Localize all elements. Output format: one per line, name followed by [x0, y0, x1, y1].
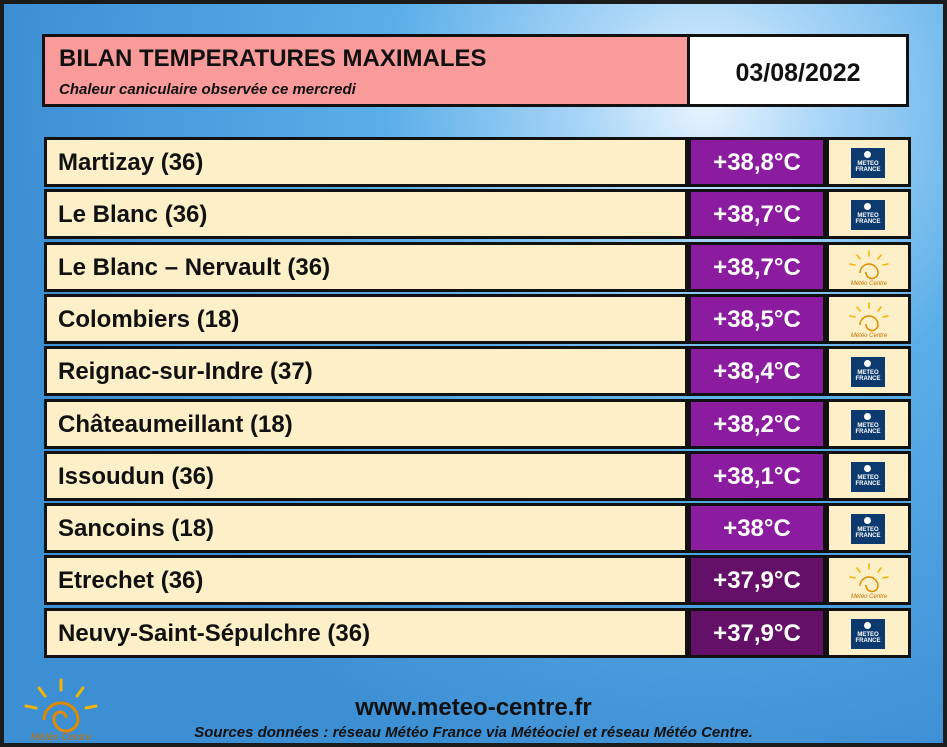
source-icon: Météo Centre: [826, 293, 911, 344]
source-text: METEO FRANCE: [851, 409, 885, 440]
station: Sancoins (18): [44, 503, 688, 554]
station: Issoudun (36): [44, 450, 688, 501]
date: 03/08/2022: [735, 59, 861, 87]
temperature: +38,1°C: [688, 450, 826, 501]
temperature: +37,9°C: [688, 607, 826, 658]
temperature: +37,9°C: [688, 555, 826, 606]
source-icon: METEO FRANCE: [826, 450, 911, 501]
source-text: Météo Centre: [851, 281, 888, 287]
sources: Sources données : réseau Météo France vi…: [194, 724, 753, 741]
url: www.meteo-centre.fr: [355, 694, 592, 721]
station: Neuvy-Saint-Sépulchre (36): [44, 607, 688, 658]
source-text: Météo Centre: [851, 594, 888, 600]
temperature: +38,2°C: [688, 398, 826, 449]
source-icon: METEO FRANCE: [826, 189, 911, 240]
temperature: +38°C: [688, 503, 826, 554]
source-icon: METEO FRANCE: [826, 607, 911, 658]
source-text: METEO FRANCE: [851, 200, 885, 231]
source-icon: METEO FRANCE: [826, 346, 911, 397]
source-text: METEO FRANCE: [851, 357, 885, 388]
station: Reignac-sur-Indre (37): [44, 346, 688, 397]
temperature: +38,8°C: [688, 137, 826, 187]
source-icon: METEO FRANCE: [826, 503, 911, 554]
station: Etrechet (36): [44, 555, 688, 606]
source-text: Météo Centre: [851, 333, 888, 339]
source-icon: METEO FRANCE: [826, 137, 911, 187]
station: Le Blanc (36): [44, 189, 688, 240]
source-text: METEO FRANCE: [851, 618, 885, 649]
source-text: METEO FRANCE: [851, 514, 885, 545]
header-date-box: 03/08/2022: [687, 34, 909, 107]
temperature: +38,7°C: [688, 189, 826, 240]
logo-text: Météo Centre: [31, 732, 92, 743]
station: Châteaumeillant (18): [44, 398, 688, 449]
header-title-box: BILAN TEMPERATURES MAXIMALES Chaleur can…: [42, 34, 690, 107]
station: Le Blanc – Nervault (36): [44, 241, 688, 292]
meteo-centre-logo: Météo Centre: [849, 302, 889, 339]
meteo-centre-logo: Météo Centre: [849, 249, 889, 287]
temperature: +38,7°C: [688, 241, 826, 292]
meteo-centre-logo: Météo Centre: [849, 563, 889, 600]
station: Martizay (36): [44, 137, 688, 187]
temperature: +38,4°C: [688, 346, 826, 397]
source-icon: Météo Centre: [826, 555, 911, 606]
subtitle: Chaleur caniculaire observée ce mercredi: [59, 81, 356, 98]
source-icon: METEO FRANCE: [826, 398, 911, 449]
source-text: METEO FRANCE: [851, 461, 885, 492]
logo: Météo Centre: [24, 678, 98, 743]
title: BILAN TEMPERATURES MAXIMALES: [59, 45, 487, 72]
temperature: +38,5°C: [688, 293, 826, 344]
source-icon: Météo Centre: [826, 241, 911, 292]
source-text: METEO FRANCE: [851, 148, 885, 178]
station: Colombiers (18): [44, 293, 688, 344]
